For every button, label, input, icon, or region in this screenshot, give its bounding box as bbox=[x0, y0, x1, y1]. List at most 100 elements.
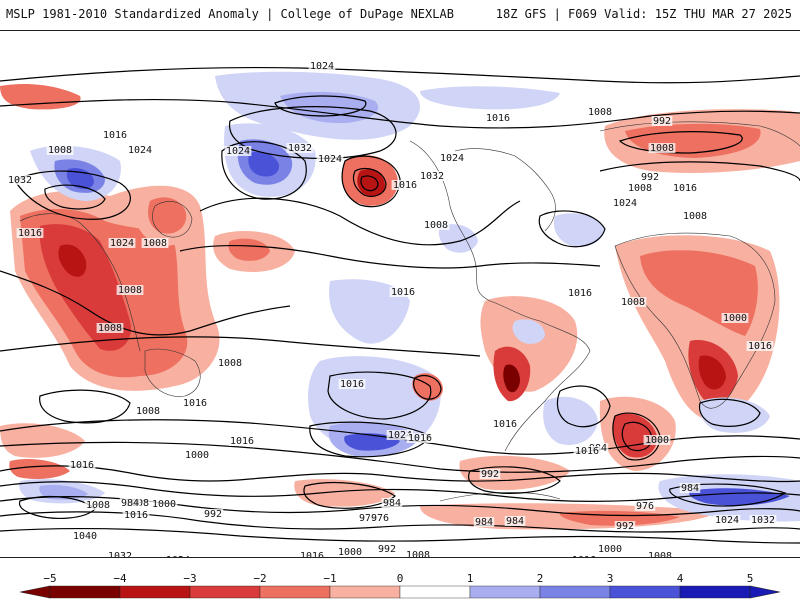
isobar-label-bg bbox=[101, 130, 129, 140]
isobar-label-bg bbox=[386, 430, 414, 440]
isobar-label: 1016 bbox=[70, 460, 94, 471]
isobar-label: 1016 bbox=[493, 419, 517, 430]
isobar-label: 1000 bbox=[185, 450, 209, 461]
isobar bbox=[612, 412, 661, 461]
isobar-label: 1016 bbox=[575, 446, 599, 457]
isobar-label-bg bbox=[71, 531, 99, 541]
colorbar-segment bbox=[399, 585, 471, 599]
isobar bbox=[621, 421, 653, 452]
isobar bbox=[467, 466, 561, 494]
isobar bbox=[599, 161, 800, 182]
colorbar-tick-label: −3 bbox=[183, 572, 196, 585]
isobar-label: 1008 bbox=[621, 297, 645, 308]
isobar-label: 1008 bbox=[648, 551, 672, 558]
isobar-label-bg bbox=[566, 288, 594, 298]
isobar bbox=[0, 419, 800, 455]
anomaly-neg-region bbox=[0, 423, 85, 458]
isobar bbox=[413, 375, 442, 400]
isobar-label-bg bbox=[681, 211, 709, 221]
isobar-label: 1024 bbox=[318, 154, 342, 165]
isobar-label: 1008 bbox=[48, 145, 72, 156]
isobar-label: 1008 bbox=[118, 285, 142, 296]
isobar-label: 1008 bbox=[218, 358, 242, 369]
isobar-label: 1024 bbox=[440, 153, 464, 164]
isobar-label: 1008 bbox=[424, 220, 448, 231]
isobar-label-bg bbox=[96, 323, 124, 333]
isobar-label-bg bbox=[404, 550, 432, 557]
isobar-label: 1032 bbox=[420, 171, 444, 182]
isobar-label-bg bbox=[108, 238, 136, 248]
isobar bbox=[0, 511, 800, 533]
isobar-label-bg bbox=[721, 313, 749, 323]
coastline bbox=[152, 201, 193, 238]
isobar-label: 992 bbox=[641, 172, 659, 183]
isobar bbox=[360, 175, 379, 192]
colorbar-segment bbox=[539, 585, 611, 599]
isobar-label: 1016 bbox=[18, 228, 42, 239]
isobar-label-bg bbox=[389, 287, 417, 297]
isobar-label: 1016 bbox=[673, 183, 697, 194]
isobar bbox=[698, 398, 761, 427]
isobar bbox=[341, 155, 401, 208]
isobar-label: 1024 bbox=[110, 238, 134, 249]
isobar-label-bg bbox=[634, 501, 656, 511]
isobar-label-bg bbox=[119, 498, 141, 508]
isobar-label: 1016 bbox=[393, 180, 417, 191]
anomaly-neg-region bbox=[459, 455, 570, 491]
isobar bbox=[556, 385, 611, 428]
isobar-label: 1032 bbox=[288, 143, 312, 154]
isobar-label: 1016 bbox=[391, 287, 415, 298]
isobar-label: 1016 bbox=[340, 379, 364, 390]
isobar-label-bg bbox=[122, 510, 150, 520]
isobar bbox=[274, 95, 367, 117]
isobar-label: 1032 bbox=[751, 515, 775, 526]
coastline bbox=[144, 348, 201, 397]
isobar-label-bg bbox=[202, 509, 224, 519]
colorbar-tick-label: −2 bbox=[253, 572, 266, 585]
isobar bbox=[669, 483, 787, 507]
anomaly-colorbar: −5 −4 −3 −2 −1 0 1 2 3 4 5 bbox=[0, 560, 800, 600]
colorbar-extend-low bbox=[19, 585, 51, 599]
isobar-label: 1016 bbox=[183, 398, 207, 409]
colorbar-extend-high bbox=[749, 585, 781, 599]
isobar-label: 1016 bbox=[486, 113, 510, 124]
isobar-label: 976 bbox=[359, 513, 377, 524]
isobar-label-bg bbox=[570, 555, 598, 557]
anomaly-pos-region bbox=[553, 213, 605, 247]
isobar-label: 1000 bbox=[723, 313, 747, 324]
isobar-label-bg bbox=[183, 450, 211, 460]
isobar-label: 1016 bbox=[568, 288, 592, 299]
isobar-label: 1032 bbox=[8, 175, 32, 186]
isobar-label-bg bbox=[381, 498, 403, 508]
isobar-label: 984 bbox=[506, 516, 524, 527]
isobar-label: 992 bbox=[481, 469, 499, 480]
coastline bbox=[599, 121, 800, 147]
isobar-label: 1016 bbox=[230, 436, 254, 447]
isobar bbox=[0, 441, 800, 473]
isobar bbox=[309, 421, 431, 458]
isobar-label-bg bbox=[651, 116, 673, 126]
anomaly-pos-region bbox=[438, 224, 478, 253]
anomaly-neg-region bbox=[503, 364, 520, 393]
isobar-label-bg bbox=[357, 513, 379, 523]
isobar-label-bg bbox=[422, 220, 450, 230]
isobar-label-bg bbox=[749, 515, 777, 525]
colorbar-segment bbox=[119, 585, 191, 599]
colorbar-tick-label: 5 bbox=[747, 572, 754, 585]
colorbar-tick-label: 3 bbox=[607, 572, 614, 585]
isobar-label-bg bbox=[181, 398, 209, 408]
isobar-label: 992 bbox=[653, 116, 671, 127]
colorbar-segment bbox=[259, 585, 331, 599]
isobar bbox=[0, 270, 291, 336]
anomaly-neg-region bbox=[698, 355, 726, 390]
anomaly-neg-region bbox=[148, 197, 187, 234]
anomaly-pos-region bbox=[543, 396, 598, 445]
anomaly-neg-region bbox=[228, 238, 270, 261]
coastline bbox=[439, 492, 561, 502]
anomaly-pos-region bbox=[248, 151, 280, 177]
isobar-label: 1008 bbox=[98, 323, 122, 334]
isobar-label: 984 bbox=[475, 517, 493, 528]
isobar-label: 1008 bbox=[86, 500, 110, 511]
isobar-label-bg bbox=[648, 143, 676, 153]
